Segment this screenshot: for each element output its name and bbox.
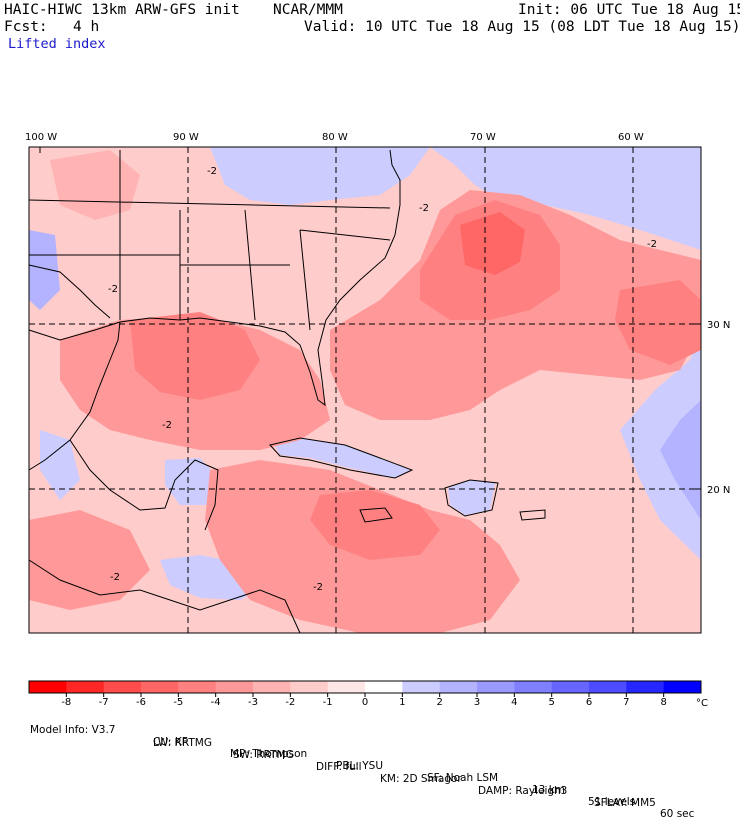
unstable-region-plains bbox=[50, 150, 140, 220]
colorbar-swatch bbox=[589, 681, 627, 693]
colorbar-swatch bbox=[402, 681, 441, 693]
lon-label-80w: 80 W bbox=[322, 132, 348, 143]
coastline-jamaica bbox=[359, 507, 393, 523]
colorbar-tick-label: 0 bbox=[362, 697, 368, 708]
colorbar-swatch bbox=[663, 681, 702, 693]
graticule bbox=[29, 147, 701, 633]
model-info-sflay: SFLAY: MM5 bbox=[594, 797, 656, 809]
valid-time: Valid: 10 UTC Tue 18 Aug 15 (08 LDT Tue … bbox=[304, 19, 740, 35]
colorbar-tick-label: 8 bbox=[660, 697, 666, 708]
colorbar-swatch bbox=[327, 681, 366, 693]
lon-label-100w: 100 W bbox=[25, 132, 57, 143]
unstable-region-east-atlantic bbox=[615, 280, 701, 365]
forecast-label: Fcst: bbox=[4, 19, 48, 35]
colorbar-tick-label: 7 bbox=[623, 697, 629, 708]
colorbar-tick-label: -4 bbox=[211, 697, 221, 708]
coastline-cuba bbox=[269, 437, 414, 479]
lifted-index-field bbox=[29, 147, 701, 633]
colorbar-swatch bbox=[66, 681, 105, 693]
model-title: HAIC-HIWC 13km ARW-GFS init bbox=[4, 2, 240, 18]
coastline-central-america bbox=[28, 559, 301, 634]
stable-region-yucatan bbox=[165, 458, 220, 505]
model-info-timestep: 60 sec bbox=[660, 808, 695, 820]
colorbar-tick-label: -5 bbox=[173, 697, 183, 708]
contour-label: -2 bbox=[647, 239, 657, 250]
colorbar-tick-label: -1 bbox=[323, 697, 333, 708]
unstable-region-caribbean-core bbox=[310, 490, 440, 560]
map-frame bbox=[28, 146, 702, 634]
contour-label: -2 bbox=[313, 582, 323, 593]
coastline-yucatan bbox=[69, 439, 219, 531]
unstable-region-gulf-core bbox=[130, 312, 260, 400]
init-time: Init: 06 UTC Tue 18 Aug 15 bbox=[518, 2, 740, 18]
lon-label-90w: 90 W bbox=[173, 132, 199, 143]
colorbar-swatch bbox=[626, 681, 665, 693]
stable-region-east-inner bbox=[660, 400, 701, 520]
stable-region-west bbox=[29, 230, 60, 310]
colorbar-tick-label: -7 bbox=[99, 697, 109, 708]
border-us-mexico bbox=[28, 264, 111, 319]
colorbar-tick-label: -8 bbox=[61, 697, 71, 708]
colorbar-tick-label: -2 bbox=[285, 697, 295, 708]
map-figure: -2 -2 -2 -2 -2 -2 -2 100 W 90 W 80 W 70 … bbox=[25, 132, 730, 709]
model-info-sw: SW: RRTMG bbox=[233, 749, 294, 761]
colorbar-tick-label: 2 bbox=[436, 697, 442, 708]
colorbar-tick-label: -6 bbox=[136, 697, 146, 708]
colorbar: -8 -7 -6 -5 -4 -3 -2 -1 0 1 2 3 4 5 6 7 8 bbox=[28, 680, 702, 708]
colorbar-tick-label: 5 bbox=[548, 697, 554, 708]
model-info-line2: LW: RRTMG SW: RRTMG DIFF: full KM: 2D Sm… bbox=[30, 725, 656, 809]
colorbar-tick-label: 4 bbox=[511, 697, 517, 708]
stable-region-mexico bbox=[40, 430, 80, 500]
colorbar-tick-label: -3 bbox=[248, 697, 258, 708]
coastline-puerto-rico bbox=[519, 509, 546, 521]
coastline-gulf bbox=[28, 149, 401, 407]
colorbar-swatch bbox=[178, 681, 217, 693]
lon-label-60w: 60 W bbox=[618, 132, 644, 143]
colorbar-tick-label: 1 bbox=[399, 697, 405, 708]
colorbar-unit: °C bbox=[696, 698, 708, 709]
unstable-region-atlantic-max bbox=[460, 212, 525, 275]
colorbar-tick-label: 6 bbox=[586, 697, 592, 708]
contour-label: -2 bbox=[162, 420, 172, 431]
contour-label: -2 bbox=[110, 572, 120, 583]
lat-label-30n: 30 N bbox=[707, 320, 730, 331]
colorbar-swatch bbox=[551, 681, 590, 693]
colorbar-swatch bbox=[365, 681, 403, 693]
forecast-hour: 4 h bbox=[73, 19, 100, 35]
model-info-km: KM: 2D Smagor bbox=[380, 773, 462, 785]
field-name: Lifted index bbox=[8, 36, 106, 52]
model-info-diff: DIFF: full bbox=[316, 761, 362, 773]
model-info-damp: DAMP: Rayleigh3 bbox=[478, 785, 568, 797]
colorbar-swatch bbox=[253, 681, 291, 693]
model-info-lw: LW: RRTMG bbox=[153, 737, 212, 749]
contour-label: -2 bbox=[207, 166, 217, 177]
coastlines bbox=[28, 149, 546, 634]
contour-labels: -2 -2 -2 -2 -2 -2 -2 bbox=[108, 166, 657, 593]
coastline-hispaniola bbox=[444, 479, 499, 517]
org-label: NCAR/MMM bbox=[273, 2, 343, 18]
stable-region-north bbox=[210, 147, 430, 205]
state-lines bbox=[28, 150, 391, 331]
colorbar-swatch bbox=[477, 681, 515, 693]
colorbar-swatch bbox=[103, 681, 142, 693]
contour-label: -2 bbox=[108, 284, 118, 295]
lon-label-70w: 70 W bbox=[470, 132, 496, 143]
colorbar-swatch bbox=[439, 681, 478, 693]
colorbar-swatch bbox=[514, 681, 553, 693]
colorbar-swatch bbox=[215, 681, 254, 693]
colorbar-swatch bbox=[29, 681, 67, 693]
colorbar-swatch bbox=[141, 681, 179, 693]
lat-label-20n: 20 N bbox=[707, 485, 730, 496]
axis-ticks bbox=[39, 147, 701, 490]
contour-label: -2 bbox=[419, 203, 429, 214]
stable-region-cuba bbox=[272, 438, 410, 478]
unstable-region-west-mexico bbox=[29, 510, 150, 610]
stable-region-east bbox=[620, 330, 701, 560]
colorbar-swatch bbox=[290, 681, 329, 693]
colorbar-tick-label: 3 bbox=[474, 697, 480, 708]
coastline-mexico bbox=[28, 321, 121, 471]
model-info-version: Model Info: V3.7 bbox=[30, 724, 116, 736]
